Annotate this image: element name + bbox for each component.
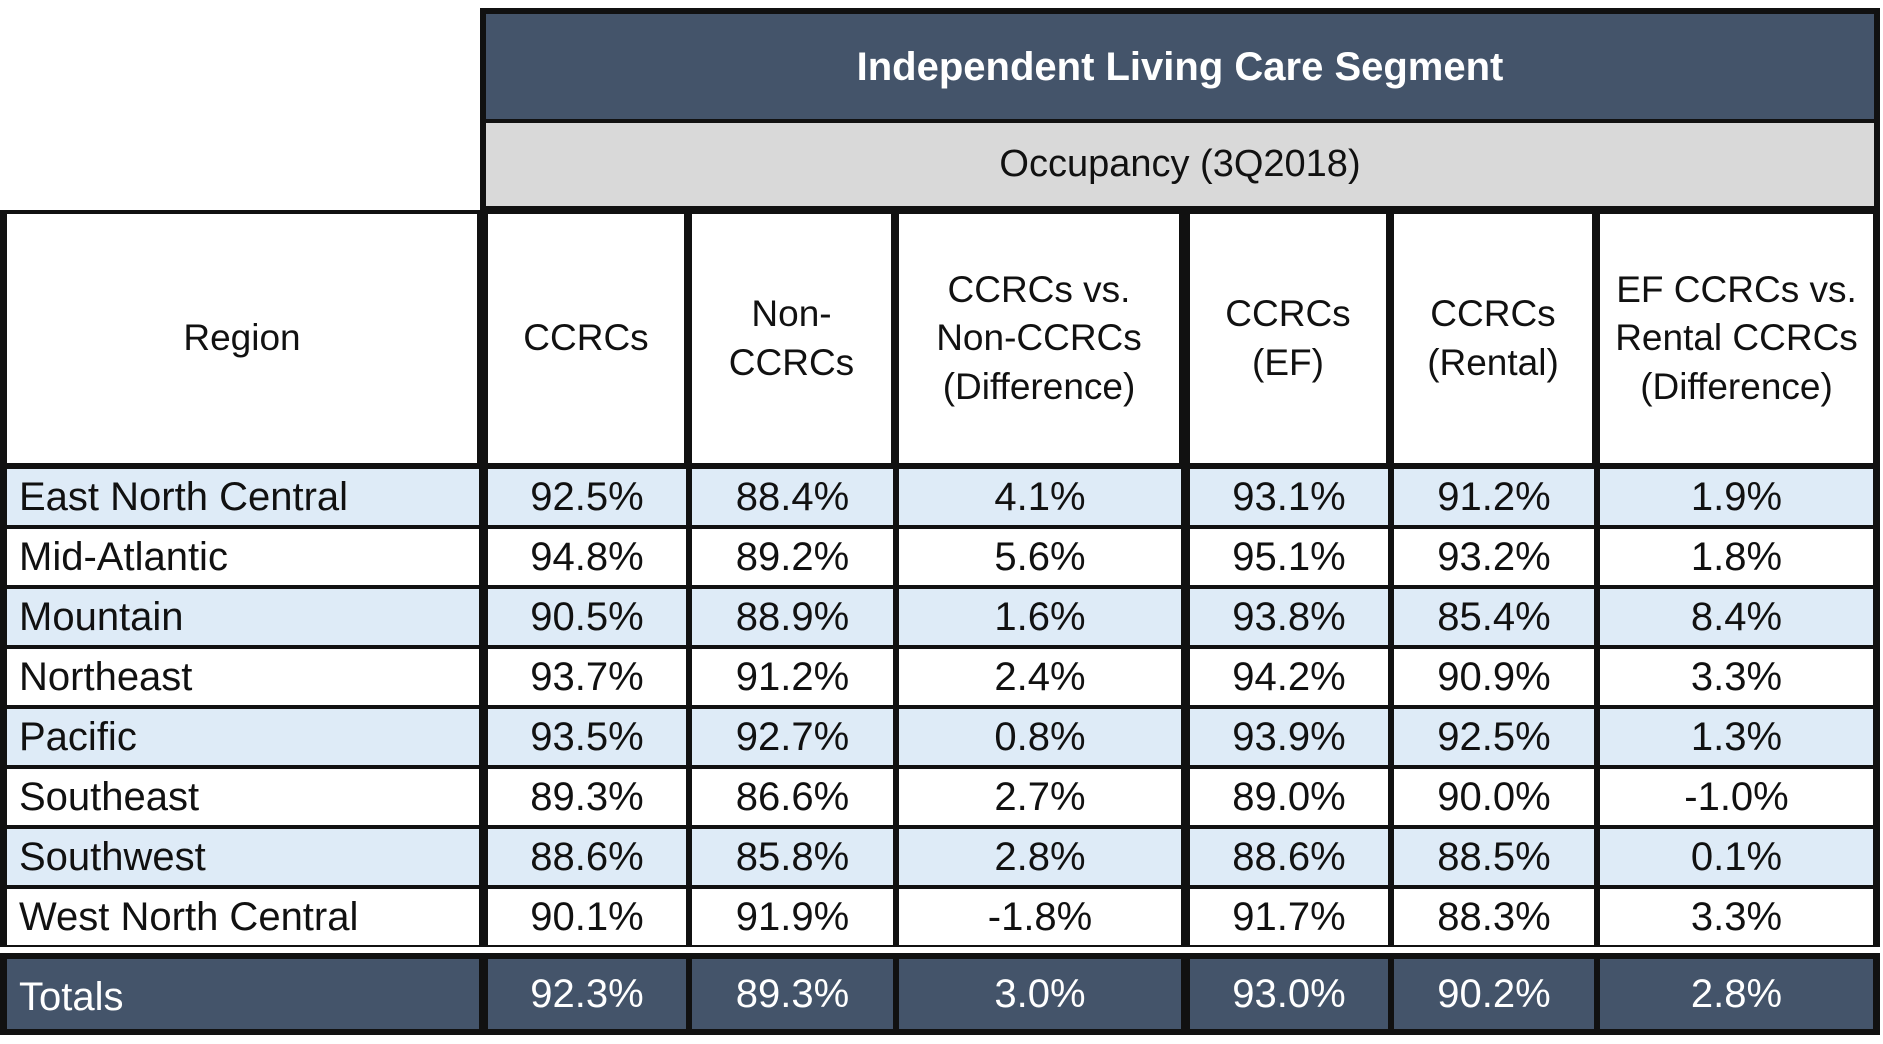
table-cell: 93.9%: [1183, 707, 1390, 767]
region-cell: Pacific: [0, 707, 481, 767]
table-cell: 88.6%: [481, 827, 688, 887]
region-cell: West North Central: [0, 887, 481, 947]
table-cell: 95.1%: [1183, 527, 1390, 587]
totals-value: 2.8%: [1596, 953, 1880, 1035]
table-cell: 94.2%: [1183, 647, 1390, 707]
table-cell: 86.6%: [688, 767, 895, 827]
table-cell: 2.7%: [895, 767, 1183, 827]
table-cell: 0.1%: [1596, 827, 1880, 887]
column-header: Non-CCRCs: [688, 210, 895, 467]
table-cell: 85.8%: [688, 827, 895, 887]
totals-value: 90.2%: [1390, 953, 1596, 1035]
column-header: Region: [0, 210, 481, 467]
table-cell: 91.7%: [1183, 887, 1390, 947]
table-cell: 1.9%: [1596, 467, 1880, 527]
column-header: CCRCs (Rental): [1390, 210, 1596, 467]
table-cell: 92.7%: [688, 707, 895, 767]
region-cell: Mountain: [0, 587, 481, 647]
table-cell: 88.3%: [1390, 887, 1596, 947]
table-cell: 88.6%: [1183, 827, 1390, 887]
totals-value: 92.3%: [481, 953, 688, 1035]
table-cell: 93.8%: [1183, 587, 1390, 647]
table-cell: 91.2%: [688, 647, 895, 707]
table-cell: 4.1%: [895, 467, 1183, 527]
region-cell: Northeast: [0, 647, 481, 707]
table-cell: -1.8%: [895, 887, 1183, 947]
table-cell: 8.4%: [1596, 587, 1880, 647]
column-header: CCRCs: [481, 210, 688, 467]
column-header: EF CCRCs vs. Rental CCRCs (Difference): [1596, 210, 1880, 467]
totals-label: Totals: [0, 953, 481, 1035]
segment-title: Independent Living Care Segment: [480, 8, 1880, 123]
table-cell: 85.4%: [1390, 587, 1596, 647]
table-cell: 2.4%: [895, 647, 1183, 707]
region-cell: Mid-Atlantic: [0, 527, 481, 587]
table-cell: 92.5%: [481, 467, 688, 527]
totals-value: 3.0%: [895, 953, 1183, 1035]
column-header: CCRCs (EF): [1183, 210, 1390, 467]
table-cell: 3.3%: [1596, 647, 1880, 707]
table-cell: -1.0%: [1596, 767, 1880, 827]
table-cell: 90.0%: [1390, 767, 1596, 827]
table-cell: 90.9%: [1390, 647, 1596, 707]
table-cell: 89.3%: [481, 767, 688, 827]
region-cell: Southwest: [0, 827, 481, 887]
table-cell: 89.2%: [688, 527, 895, 587]
column-header: CCRCs vs. Non-CCRCs (Difference): [895, 210, 1183, 467]
table-cell: 1.8%: [1596, 527, 1880, 587]
table-cell: 94.8%: [481, 527, 688, 587]
table-cell: 1.6%: [895, 587, 1183, 647]
table-cell: 93.5%: [481, 707, 688, 767]
table-cell: 92.5%: [1390, 707, 1596, 767]
table-cell: 93.1%: [1183, 467, 1390, 527]
region-cell: East North Central: [0, 467, 481, 527]
table-cell: 88.9%: [688, 587, 895, 647]
table-cell: 91.9%: [688, 887, 895, 947]
region-cell: Southeast: [0, 767, 481, 827]
table-cell: 88.5%: [1390, 827, 1596, 887]
totals-value: 89.3%: [688, 953, 895, 1035]
table-cell: 93.2%: [1390, 527, 1596, 587]
table-cell: 90.1%: [481, 887, 688, 947]
occupancy-subtitle: Occupancy (3Q2018): [480, 123, 1880, 210]
table-cell: 89.0%: [1183, 767, 1390, 827]
table-cell: 2.8%: [895, 827, 1183, 887]
table-cell: 3.3%: [1596, 887, 1880, 947]
table-cell: 90.5%: [481, 587, 688, 647]
table-cell: 91.2%: [1390, 467, 1596, 527]
table-cell: 0.8%: [895, 707, 1183, 767]
totals-value: 93.0%: [1183, 953, 1390, 1035]
table-cell: 88.4%: [688, 467, 895, 527]
table-cell: 1.3%: [1596, 707, 1880, 767]
table-cell: 93.7%: [481, 647, 688, 707]
table-cell: 5.6%: [895, 527, 1183, 587]
